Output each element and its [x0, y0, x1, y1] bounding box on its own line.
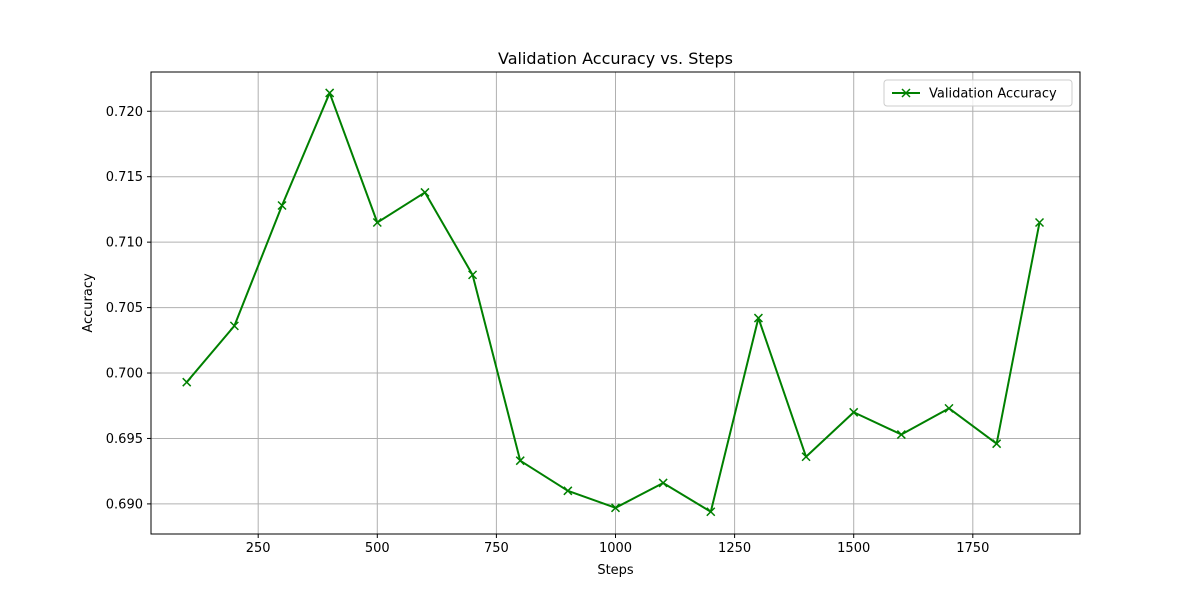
- y-tick-label: 0.720: [106, 105, 143, 120]
- data-point-marker: [563, 486, 573, 496]
- legend-box: [883, 79, 1073, 107]
- data-point-marker: [1034, 217, 1045, 228]
- x-tick-label: 1750: [956, 541, 989, 556]
- grid: [151, 72, 1080, 534]
- axis-ticks: 250 500 750 1000 1250 1500 1750 0.690 0.695 0.700…: [106, 105, 990, 556]
- chart-title: Validation Accuracy vs. Steps: [498, 49, 733, 68]
- legend-label: Validation Accuracy: [929, 87, 1057, 102]
- data-point-marker: [706, 507, 716, 517]
- y-tick-label: 0.705: [106, 301, 143, 316]
- y-tick-label: 0.715: [106, 170, 143, 185]
- data-point-marker: [182, 377, 192, 387]
- data-point-marker: [944, 403, 954, 413]
- legend: Validation Accuracy: [883, 79, 1073, 107]
- legend-x-marker: [901, 88, 911, 98]
- data-point-marker: [420, 187, 430, 197]
- data-point-marker: [515, 456, 525, 466]
- data-point-marker: [372, 217, 382, 228]
- data-point-marker: [992, 439, 1002, 449]
- x-tick-label: 500: [365, 541, 390, 556]
- y-axis-label: Accuracy: [81, 273, 96, 333]
- y-tick-label: 0.690: [106, 497, 143, 512]
- y-tick-label: 0.710: [106, 236, 143, 251]
- x-tick-label: 1000: [599, 541, 632, 556]
- data-point-marker: [468, 270, 478, 280]
- data-point-marker: [610, 503, 621, 513]
- x-axis-label: Steps: [597, 563, 634, 578]
- x-tick-label: 250: [246, 541, 271, 556]
- y-tick-label: 0.695: [106, 432, 143, 447]
- data-point-marker: [753, 313, 763, 323]
- data-point-marker: [229, 321, 239, 331]
- legend-marker-x-icon: [901, 88, 911, 98]
- x-tick-label: 1500: [837, 541, 870, 556]
- data-point-marker: [801, 452, 811, 462]
- data-point-marker: [849, 407, 859, 417]
- y-tick-label: 0.700: [106, 367, 143, 382]
- x-tick-label: 1250: [718, 541, 751, 556]
- data-point-marker: [658, 478, 668, 488]
- data-point-marker: [896, 430, 906, 440]
- x-tick-label: 750: [484, 541, 509, 556]
- data-point-marker: [277, 200, 287, 211]
- data-point-marker: [325, 88, 335, 98]
- series-layer: [182, 88, 1045, 517]
